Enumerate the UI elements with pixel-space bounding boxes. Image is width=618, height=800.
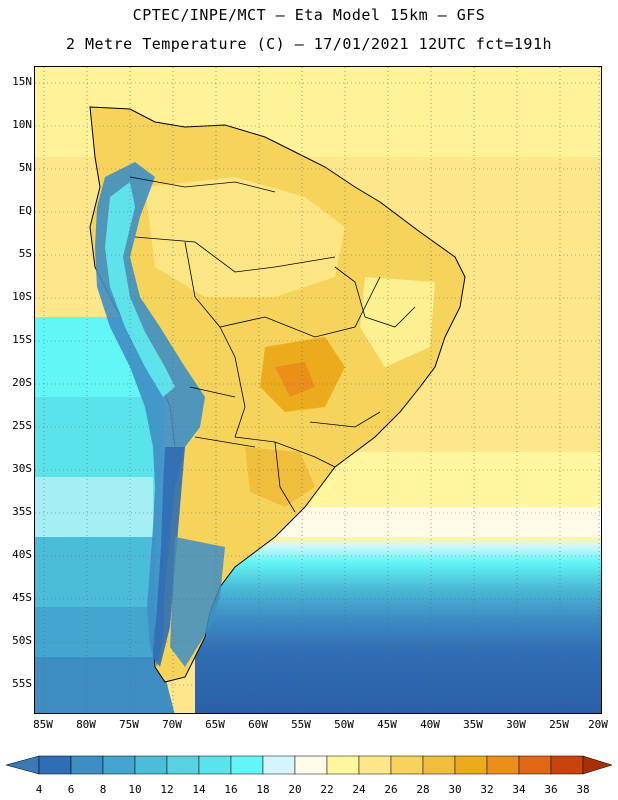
lat-label: 50S: [12, 634, 32, 647]
map-title-line-2: 2 Metre Temperature (C) – 17/01/2021 12U…: [65, 35, 553, 53]
colorbar-label: 16: [224, 783, 238, 796]
lon-label: 70W: [162, 718, 182, 731]
lat-label: 20S: [12, 376, 32, 389]
lon-label: 80W: [76, 718, 96, 731]
lon-label: 25W: [549, 718, 569, 731]
lat-label: 45S: [12, 591, 32, 604]
colorbar-label: 18: [256, 783, 270, 796]
colorbar-label: 38: [576, 783, 590, 796]
colorbar-min-arrow: [5, 755, 40, 775]
lon-label: 35W: [463, 718, 483, 731]
colorbar-label: 4: [35, 783, 43, 796]
lat-label: 10N: [12, 118, 32, 131]
colorbar-swatch: [294, 755, 328, 775]
colorbar-label: 34: [512, 783, 526, 796]
colorbar-label: 10: [128, 783, 142, 796]
colorbar-swatch: [454, 755, 488, 775]
colorbar-label: 26: [384, 783, 398, 796]
lon-label: 50W: [334, 718, 354, 731]
lon-label: 60W: [248, 718, 268, 731]
colorbar-swatch: [70, 755, 104, 775]
lat-label: 15N: [12, 75, 32, 88]
colorbar-label: 24: [352, 783, 366, 796]
colorbar-swatch: [166, 755, 200, 775]
lat-label: 10S: [12, 290, 32, 303]
country-borders: [129, 176, 416, 513]
south-atlantic-cold: [195, 537, 601, 713]
colorbar-label: 30: [448, 783, 462, 796]
lon-label: 20W: [588, 718, 608, 731]
colorbar-label: 20: [288, 783, 302, 796]
colorbar-swatch: [390, 755, 424, 775]
lon-label: 55W: [291, 718, 311, 731]
map-canvas: [35, 67, 601, 713]
lat-label: 35S: [12, 505, 32, 518]
colorbar-swatch: [198, 755, 232, 775]
amazon-region: [145, 177, 345, 297]
lat-label: 30S: [12, 462, 32, 475]
colorbar-max-arrow: [582, 755, 613, 775]
colorbar-swatch: [102, 755, 136, 775]
colorbar-swatch: [262, 755, 296, 775]
colorbar-swatch: [358, 755, 392, 775]
lat-label: 40S: [12, 548, 32, 561]
temperature-map[interactable]: [34, 66, 602, 714]
colorbar-label: 32: [480, 783, 494, 796]
map-title-line-1: CPTEC/INPE/MCT – Eta Model 15km – GFS: [132, 6, 486, 24]
lon-label: 65W: [205, 718, 225, 731]
lat-label: 25S: [12, 419, 32, 432]
colorbar-swatch: [486, 755, 520, 775]
colorbar-swatch: [550, 755, 584, 775]
lon-label: 85W: [33, 718, 53, 731]
lon-label: 40W: [420, 718, 440, 731]
colorbar: [5, 755, 613, 775]
colorbar-swatch: [518, 755, 552, 775]
colorbar-label: 14: [192, 783, 206, 796]
patagonia-cool: [170, 537, 225, 667]
lat-label: 5N: [18, 161, 32, 174]
lon-label: 45W: [377, 718, 397, 731]
lat-label: EQ: [18, 204, 32, 217]
lat-label: 15S: [12, 333, 32, 346]
colorbar-label: 8: [99, 783, 107, 796]
colorbar-label: 12: [160, 783, 174, 796]
colorbar-label: 22: [320, 783, 334, 796]
hot-south-region: [245, 447, 315, 507]
colorbar-swatch: [422, 755, 456, 775]
colorbar-swatch: [134, 755, 168, 775]
lon-label: 30W: [506, 718, 526, 731]
lat-label: 5S: [18, 247, 32, 260]
lat-label: 55S: [12, 677, 32, 690]
graticule: [35, 67, 601, 713]
colorbar-label: 28: [416, 783, 430, 796]
colorbar-swatch: [230, 755, 264, 775]
lon-label: 75W: [119, 718, 139, 731]
colorbar-swatch: [38, 755, 72, 775]
colorbar-swatch: [326, 755, 360, 775]
colorbar-label: 6: [67, 783, 75, 796]
colorbar-label: 36: [544, 783, 558, 796]
